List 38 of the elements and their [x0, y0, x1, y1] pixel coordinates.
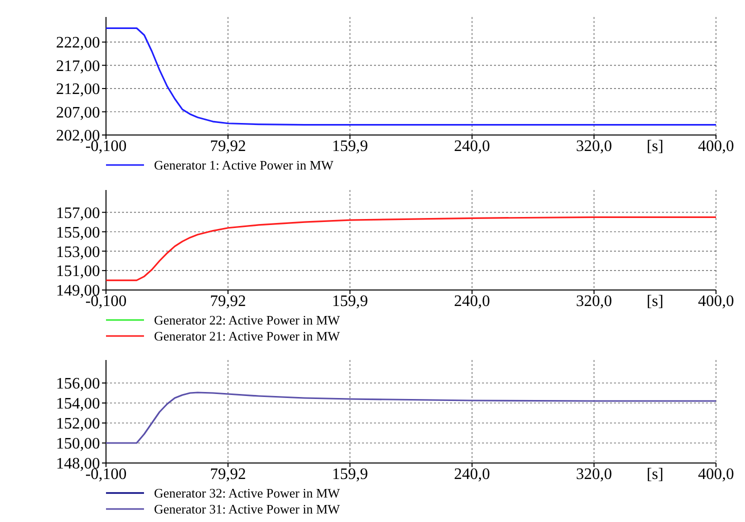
legend-label: Generator 32: Active Power in MW	[154, 486, 341, 501]
x-tick-label: 240,0	[454, 466, 490, 483]
x-tick-label: 79,92	[210, 466, 246, 483]
legend-label: Generator 21: Active Power in MW	[154, 328, 341, 344]
x-tick-label: 400,0	[698, 138, 734, 155]
legend-label: Generator 1: Active Power in MW	[154, 158, 334, 173]
x-tick-label: 159,9	[332, 138, 368, 155]
x-axis-title: [s]	[646, 466, 664, 483]
y-tick-label: 150,00	[56, 436, 100, 453]
x-tick-label: 79,92	[210, 293, 246, 310]
y-tick-label: 151,00	[56, 263, 100, 280]
legend-label: Generator 22: Active Power in MW	[154, 312, 341, 328]
y-tick-label: 155,00	[56, 224, 100, 242]
x-tick-label: 159,9	[332, 466, 368, 483]
y-tick-label: 156,00	[56, 376, 100, 393]
y-tick-label: 217,00	[56, 58, 100, 75]
x-tick-label: 400,0	[698, 466, 734, 483]
y-tick-label: 152,00	[56, 416, 100, 433]
y-tick-label: 154,00	[56, 396, 100, 413]
y-tick-label: 153,00	[56, 244, 100, 261]
x-tick-label: 320,0	[576, 293, 612, 310]
legend-label: Generator 31: Active Power in MW	[154, 502, 341, 517]
x-tick-label: 240,0	[454, 138, 490, 155]
x-tick-label: 79,92	[210, 138, 246, 155]
line-series	[105, 27, 717, 126]
x-axis-title: [s]	[646, 293, 664, 310]
line-series	[105, 392, 717, 444]
y-tick-label: 222,00	[56, 34, 100, 52]
x-tick-label: 159,9	[332, 293, 368, 310]
y-tick-label: 207,00	[56, 104, 100, 122]
y-tick-label: 212,00	[56, 81, 100, 98]
x-tick-label: 320,0	[576, 138, 612, 155]
x-tick-label: 320,0	[576, 466, 612, 483]
x-axis-title: [s]	[646, 138, 664, 155]
y-tick-label: 157,00	[56, 204, 100, 222]
line-series	[105, 216, 717, 282]
x-tick-label: 240,0	[454, 293, 490, 310]
x-tick-label: 400,0	[698, 293, 734, 310]
